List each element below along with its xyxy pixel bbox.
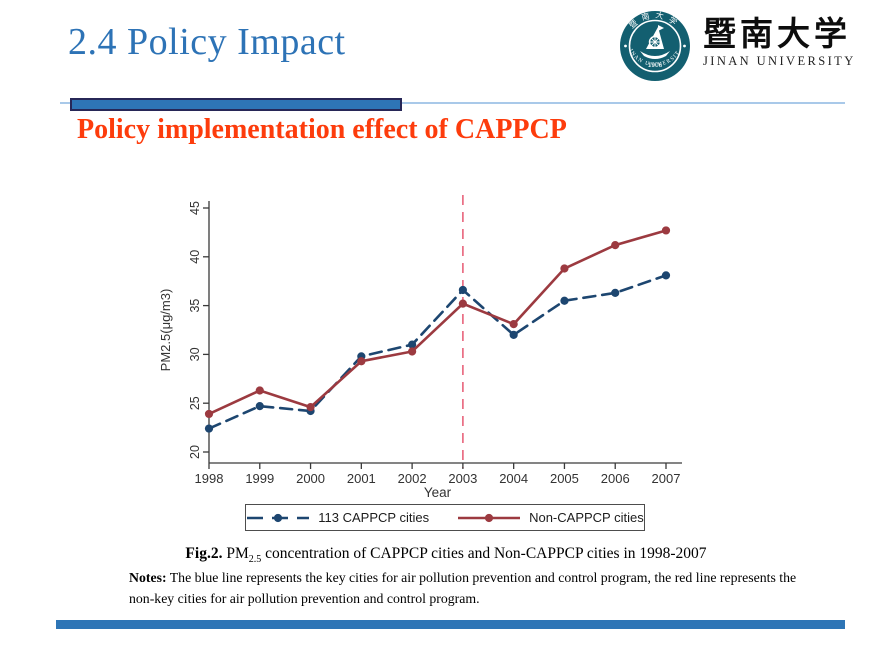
data-point bbox=[560, 264, 569, 273]
data-point bbox=[357, 357, 366, 366]
x-tick-label: 2002 bbox=[398, 471, 427, 486]
figure-caption-pm: PM bbox=[222, 545, 249, 562]
legend-label: 113 CAPPCP cities bbox=[318, 510, 430, 525]
slide-title: 2.4 Policy Impact bbox=[68, 21, 346, 63]
data-point bbox=[661, 226, 671, 235]
x-tick-label: 2004 bbox=[499, 471, 528, 486]
figure-notes-label: Notes: bbox=[129, 570, 167, 585]
data-point bbox=[408, 340, 417, 349]
x-tick-label: 1998 bbox=[195, 471, 224, 486]
legend-sample-line bbox=[247, 513, 310, 522]
y-tick-label: 25 bbox=[188, 396, 202, 410]
series-line-1 bbox=[207, 229, 668, 416]
figure-notes-text: The blue line represents the key cities … bbox=[129, 570, 797, 607]
sailboat-icon bbox=[640, 25, 670, 59]
seal-year: 1906 bbox=[648, 62, 663, 69]
legend-label: Non-CAPPCP cities bbox=[529, 510, 644, 525]
x-tick-label: 2007 bbox=[652, 471, 681, 486]
university-name: 暨南大学 JINAN UNIVERSITY bbox=[703, 10, 856, 69]
data-point bbox=[611, 240, 620, 250]
data-point bbox=[306, 403, 315, 412]
x-tick-label: 2005 bbox=[550, 471, 579, 486]
header-rule bbox=[60, 102, 845, 104]
x-tick-label: 2006 bbox=[601, 471, 630, 486]
data-point bbox=[204, 424, 214, 433]
data-point bbox=[255, 386, 264, 395]
y-axis-title: PM2.5(μg/m3) bbox=[158, 289, 173, 372]
y-tick-label: 30 bbox=[188, 347, 202, 361]
data-point bbox=[661, 271, 671, 280]
section-heading: Policy implementation effect of CAPPCP bbox=[77, 114, 567, 145]
university-seal-icon: 1906 暨南大学 JINAN UNIVERSITY bbox=[619, 10, 690, 81]
y-tick-label: 35 bbox=[188, 299, 202, 313]
data-point bbox=[408, 347, 417, 356]
y-tick-label: 20 bbox=[188, 445, 202, 459]
data-point bbox=[204, 409, 214, 419]
y-tick-label: 45 bbox=[188, 201, 202, 215]
figure-caption: Fig.2. PM2.5 concentration of CAPPCP cit… bbox=[0, 545, 892, 565]
data-point bbox=[560, 296, 569, 305]
header-accent-bar bbox=[70, 98, 402, 111]
data-point bbox=[458, 285, 467, 295]
footer-accent-bar bbox=[56, 620, 845, 629]
x-tick-label: 1999 bbox=[245, 471, 274, 486]
data-point bbox=[509, 320, 518, 329]
data-point bbox=[509, 330, 518, 339]
x-tick-label: 2003 bbox=[448, 471, 477, 486]
university-logo: 1906 暨南大学 JINAN UNIVERSITY 暨南大学 JINAN UN… bbox=[619, 10, 856, 82]
legend-item: 113 CAPPCP cities bbox=[246, 510, 429, 525]
figure-notes: Notes: The blue line represents the key … bbox=[129, 567, 801, 610]
chart-legend: 113 CAPPCP cities Non-CAPPCP cities bbox=[245, 504, 645, 531]
x-axis-title: Year bbox=[424, 485, 452, 500]
pm25-chart: 20 25 30 35 40 45 1998 1999 2000 2001 2002 2003 2004… bbox=[150, 183, 710, 518]
data-point bbox=[611, 288, 620, 298]
figure-caption-label: Fig.2. bbox=[185, 545, 223, 562]
legend-item: Non-CAPPCP cities bbox=[457, 510, 644, 525]
series-line-0 bbox=[207, 274, 668, 430]
y-tick-label: 40 bbox=[188, 250, 202, 264]
legend-sample-line bbox=[458, 513, 521, 522]
figure-caption-sub: 2.5 bbox=[248, 554, 262, 566]
university-name-cn: 暨南大学 bbox=[703, 14, 851, 53]
pm25-chart-svg: 20 25 30 35 40 45 1998 1999 2000 2001 2002 2003 2004… bbox=[158, 195, 682, 500]
x-tick-label: 2000 bbox=[296, 471, 325, 486]
figure-caption-rest: concentration of CAPPCP cities and Non-C… bbox=[261, 545, 707, 562]
x-tick-label: 2001 bbox=[347, 471, 376, 486]
data-point bbox=[458, 299, 467, 308]
data-point bbox=[255, 402, 264, 411]
university-name-en: JINAN UNIVERSITY bbox=[703, 54, 856, 69]
